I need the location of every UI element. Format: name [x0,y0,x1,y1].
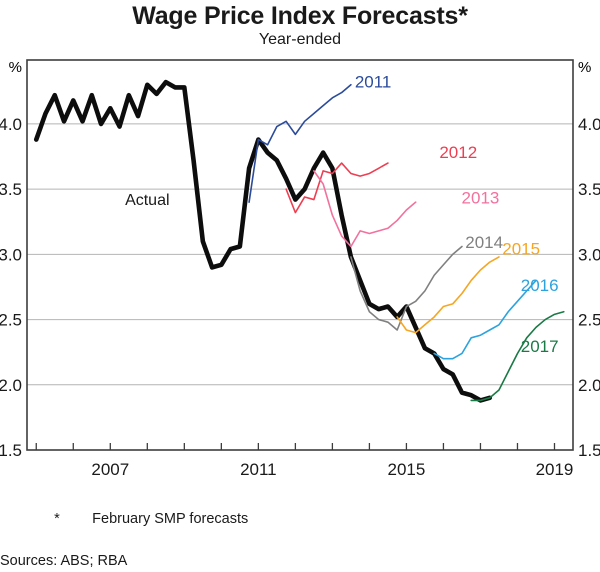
y-axis-tick-label: 2.0 [0,376,22,395]
series-label-2013: 2013 [462,188,500,207]
x-axis-tick-label: 2011 [240,460,277,479]
series-line-2013 [313,170,417,248]
footnote-marker: * [54,511,60,527]
y-axis-tick-labels-right: 4.0 3.5 3.0 2.5 2.0 1.5 [578,115,600,460]
x-axis-tick-labels: 2007 2011 2015 2019 [91,460,573,479]
series-label-2015: 2015 [502,239,540,258]
plot-frame [26,59,574,451]
series-label-2014: 2014 [465,233,503,252]
series-label-2012: 2012 [439,143,477,162]
series-line-2017 [470,310,565,402]
series-line-2011 [248,83,352,203]
chart-title: Wage Price Index Forecasts* [132,2,468,30]
footnote-row: * February SMP forecasts [30,488,590,551]
y-axis-tick-label: 3.0 [578,245,600,264]
y-axis-tick-label: 3.5 [578,180,600,199]
series-line-2012 [285,162,389,214]
x-axis-tick-label: 2015 [388,460,426,479]
series-annotations: Actual 2011 2012 2013 2014 2015 2016 2017 [125,72,559,356]
footnote-text: February SMP forecasts [92,511,249,527]
series-line-2015 [396,256,500,334]
y-axis-unit-left: % [9,59,22,76]
y-axis-tick-label: 2.5 [578,311,600,330]
series-lines [33,79,565,403]
x-axis-ticks [35,443,556,450]
series-line-2014 [350,245,463,331]
y-axis-tick-label: 3.5 [0,180,22,199]
gridlines [27,123,573,386]
y-axis-tick-labels-left: 4.0 3.5 3.0 2.5 2.0 1.5 [0,115,22,460]
y-axis-tick-label: 3.0 [0,245,22,264]
x-axis-tick-label: 2019 [536,460,574,479]
y-axis-tick-label: 2.0 [578,376,600,395]
x-axis-tick-label: 2007 [91,460,129,479]
series-label-2017: 2017 [521,337,559,356]
y-axis-tick-label: 4.0 [578,115,600,134]
y-axis-tick-label: 1.5 [0,441,22,460]
chart-subtitle: Year-ended [258,31,342,48]
y-axis-tick-label: 1.5 [578,441,600,460]
y-axis-tick-label: 4.0 [0,115,22,134]
y-axis-unit-right: % [578,59,591,76]
series-line-actual [33,79,493,403]
chart-footnotes: * February SMP forecasts Sources: ABS; RB… [0,488,590,572]
series-label-actual: Actual [125,192,169,209]
sources-text: Sources: ABS; RBA [0,553,128,569]
series-label-2016: 2016 [521,276,559,295]
chart-plot-area: % % 4.0 3.5 3.0 2.5 2.0 1.5 4.0 3.5 3.0 2.5 2.0 1.… [0,59,600,479]
y-axis-tick-label: 2.5 [0,311,22,330]
series-label-2011: 2011 [355,72,392,91]
series-line-2016 [433,279,537,360]
